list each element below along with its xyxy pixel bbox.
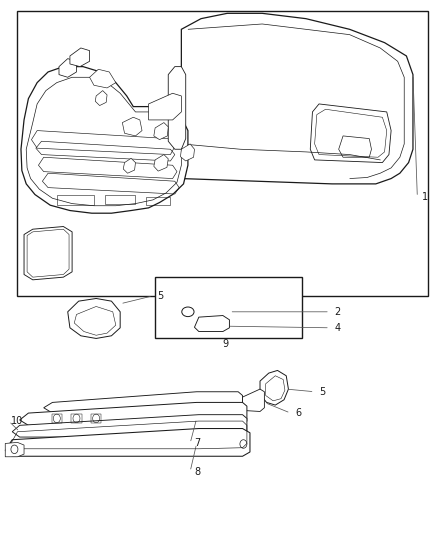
Polygon shape xyxy=(12,415,247,437)
Polygon shape xyxy=(149,93,181,120)
Polygon shape xyxy=(24,227,72,280)
Bar xyxy=(71,414,82,423)
Polygon shape xyxy=(154,155,168,171)
Text: 8: 8 xyxy=(194,467,201,477)
Polygon shape xyxy=(44,392,243,413)
Bar xyxy=(17,11,428,296)
Polygon shape xyxy=(260,370,288,405)
Text: 5: 5 xyxy=(319,387,325,397)
Text: 5: 5 xyxy=(157,291,163,301)
Text: 2: 2 xyxy=(334,307,340,317)
Bar xyxy=(52,414,62,423)
Text: 9: 9 xyxy=(222,339,228,349)
Polygon shape xyxy=(123,158,135,173)
Polygon shape xyxy=(243,389,264,411)
Polygon shape xyxy=(68,298,120,338)
Polygon shape xyxy=(21,67,188,213)
Polygon shape xyxy=(122,117,142,136)
Text: 10: 10 xyxy=(11,416,23,426)
Polygon shape xyxy=(154,123,168,140)
Polygon shape xyxy=(5,429,250,456)
Text: 7: 7 xyxy=(194,439,201,448)
Polygon shape xyxy=(59,59,76,77)
Polygon shape xyxy=(180,144,194,161)
Polygon shape xyxy=(168,67,186,149)
Polygon shape xyxy=(5,442,24,457)
Bar xyxy=(155,277,302,338)
Bar xyxy=(91,414,101,423)
Text: 4: 4 xyxy=(334,323,340,333)
Text: 6: 6 xyxy=(295,408,301,418)
Polygon shape xyxy=(181,13,413,184)
Text: 1: 1 xyxy=(422,192,428,202)
Polygon shape xyxy=(70,48,90,67)
Polygon shape xyxy=(90,69,116,88)
Polygon shape xyxy=(20,402,247,425)
Polygon shape xyxy=(95,91,107,106)
